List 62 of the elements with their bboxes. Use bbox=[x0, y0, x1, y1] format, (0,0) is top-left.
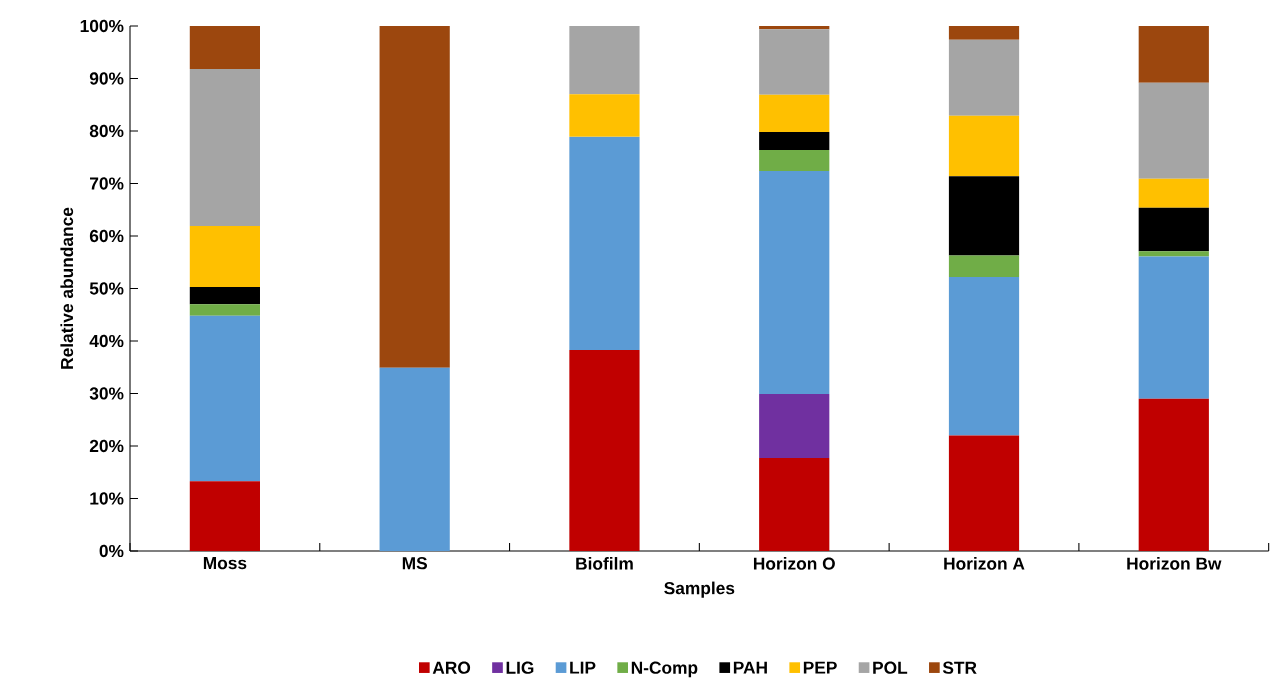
bar bbox=[1138, 82, 1209, 179]
bar bbox=[569, 25, 640, 95]
legend-label: ARO bbox=[432, 661, 471, 674]
bar bbox=[1138, 178, 1209, 208]
bar bbox=[569, 349, 640, 551]
bar bbox=[948, 255, 1020, 277]
bar bbox=[189, 304, 260, 316]
x-tick-label: Horizon A bbox=[944, 557, 1025, 570]
legend-label: STR bbox=[942, 661, 977, 674]
bar bbox=[1138, 398, 1209, 551]
bar bbox=[948, 115, 1020, 177]
x-tick-label: Horizon Bw bbox=[1127, 557, 1222, 570]
y-tick-label: 0% bbox=[99, 544, 124, 558]
bar bbox=[189, 286, 260, 305]
bar bbox=[759, 94, 830, 133]
bar bbox=[759, 132, 830, 150]
bar bbox=[759, 458, 830, 551]
legend-label: LIP bbox=[570, 661, 596, 674]
bar bbox=[379, 367, 450, 551]
legend-label: N-Comp bbox=[631, 661, 698, 678]
y-tick-label: 50% bbox=[89, 282, 124, 295]
bar bbox=[189, 69, 260, 227]
y-axis-title: Relative abundance bbox=[60, 207, 74, 369]
bar bbox=[189, 481, 260, 551]
bar bbox=[759, 170, 830, 395]
bar bbox=[569, 94, 640, 137]
y-tick-label: 10% bbox=[90, 492, 124, 505]
legend-label: PAH bbox=[733, 661, 767, 674]
x-axis-title: Samples bbox=[664, 581, 735, 598]
bar bbox=[948, 39, 1020, 116]
bar bbox=[379, 25, 450, 368]
bar bbox=[1138, 256, 1209, 399]
bar bbox=[759, 394, 830, 459]
y-tick-label: 100% bbox=[80, 19, 124, 33]
legend-label: PEP bbox=[803, 661, 837, 674]
y-tick-label: 90% bbox=[89, 72, 124, 85]
legend-label: LIG bbox=[506, 661, 534, 674]
x-tick-label: MS bbox=[402, 557, 427, 570]
bar bbox=[759, 29, 830, 95]
bar bbox=[948, 25, 1020, 40]
bar bbox=[189, 315, 260, 482]
bar bbox=[759, 149, 830, 171]
x-tick-label: Horizon O bbox=[753, 557, 835, 570]
bar bbox=[189, 25, 260, 70]
x-tick-label: Biofilm bbox=[576, 557, 633, 570]
bar bbox=[948, 276, 1020, 436]
bar bbox=[948, 435, 1020, 551]
y-tick-label: 70% bbox=[90, 177, 124, 190]
bar bbox=[759, 25, 830, 30]
bar bbox=[1138, 207, 1209, 252]
bar bbox=[189, 226, 260, 287]
y-tick-label: 60% bbox=[89, 229, 124, 243]
bar bbox=[569, 136, 640, 350]
y-tick-label: 20% bbox=[89, 439, 124, 453]
y-tick-label: 30% bbox=[89, 387, 124, 400]
bar bbox=[948, 176, 1020, 256]
y-tick-label: 80% bbox=[89, 124, 124, 138]
bar bbox=[1138, 25, 1209, 83]
y-tick-label: 40% bbox=[89, 334, 124, 348]
bar bbox=[1138, 251, 1209, 257]
x-tick-label: Moss bbox=[203, 557, 247, 570]
legend-label: POL bbox=[873, 661, 908, 674]
